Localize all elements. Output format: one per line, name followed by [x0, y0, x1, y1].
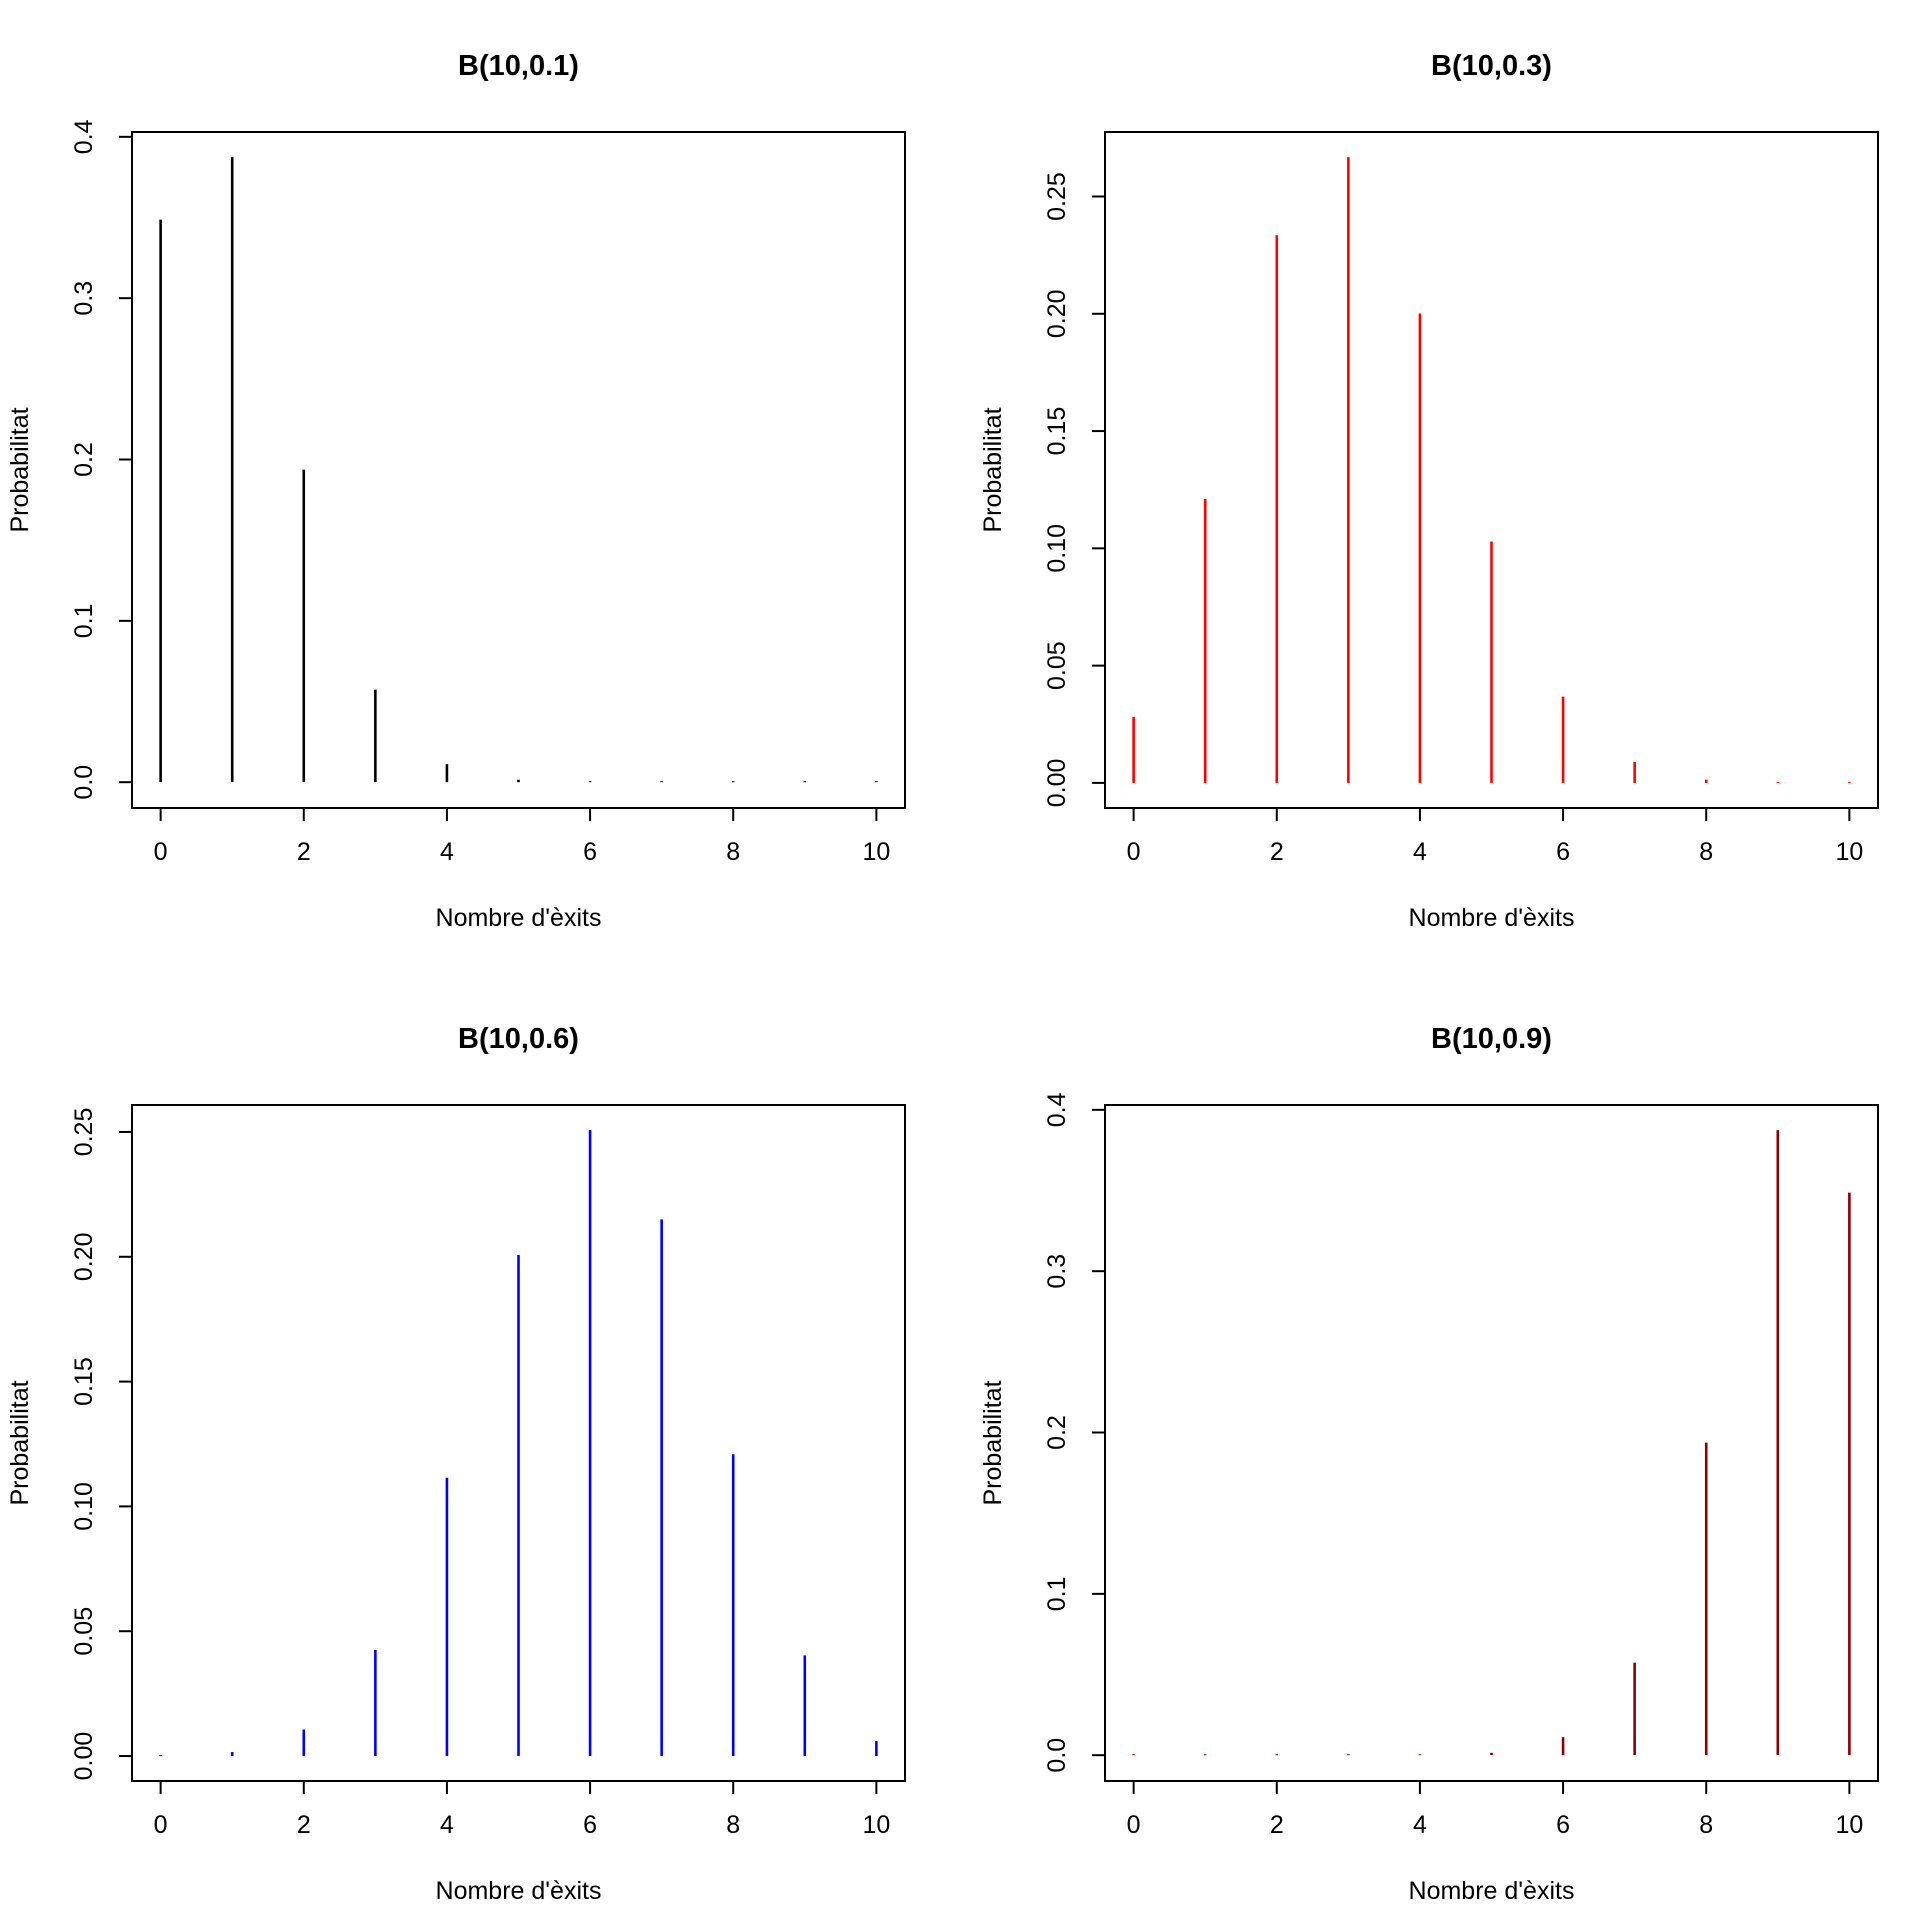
y-tick-label: 0.20	[1043, 289, 1071, 338]
chart-title: B(10,0.9)	[1431, 1023, 1552, 1055]
x-tick-label: 10	[1835, 1811, 1863, 1839]
chart-panel-3: B(10,0.6) 0 2 4 6 8 10 0.00 0.05 0.10 0.15 0.20 0.25…	[6, 1023, 906, 1905]
x-axis-label: Nombre d'èxits	[1409, 904, 1575, 932]
x-tick-label: 8	[1699, 1811, 1713, 1839]
x-tick-label: 10	[862, 1811, 890, 1839]
x-axis-label: Nombre d'èxits	[436, 904, 602, 932]
chart-panel-1: B(10,0.1) 0 2 4 6 8 10 0.0 0.1 0.2 0.3 0.4 Nombre d'…	[6, 50, 906, 932]
x-tick-label: 4	[1413, 838, 1427, 866]
x-tick-label: 2	[1270, 838, 1284, 866]
x-tick-label: 4	[440, 838, 454, 866]
y-tick-label: 0.4	[70, 119, 98, 154]
chart-title: B(10,0.1)	[458, 50, 579, 82]
x-tick-label: 4	[440, 1811, 454, 1839]
x-axis-label: Nombre d'èxits	[1409, 1877, 1575, 1905]
y-tick-label: 0.25	[70, 1108, 98, 1157]
x-tick-label: 4	[1413, 1811, 1427, 1839]
x-tick-label: 6	[1556, 838, 1570, 866]
y-tick-label: 0.2	[70, 442, 98, 477]
y-tick-label: 0.00	[1043, 759, 1071, 808]
y-tick-label: 0.4	[1043, 1092, 1071, 1127]
y-axis-label: Probabilitat	[979, 1380, 1007, 1505]
y-tick-label: 0.0	[1043, 1738, 1071, 1773]
y-tick-label: 0.10	[70, 1482, 98, 1531]
x-tick-label: 0	[154, 1811, 168, 1839]
x-tick-label: 10	[862, 838, 890, 866]
y-tick-label: 0.3	[70, 281, 98, 316]
x-tick-label: 2	[1270, 1811, 1284, 1839]
y-tick-label: 0.0	[70, 765, 98, 800]
y-tick-label: 0.25	[1043, 172, 1071, 221]
x-tick-label: 6	[583, 838, 597, 866]
x-tick-label: 0	[1127, 1811, 1141, 1839]
chart-panel-4: B(10,0.9) 0 2 4 6 8 10 0.0 0.1 0.2 0.3 0.4 Nombre d'…	[979, 1023, 1879, 1905]
y-tick-label: 0.15	[70, 1357, 98, 1406]
chart-title: B(10,0.3)	[1431, 50, 1552, 82]
y-tick-label: 0.15	[1043, 407, 1071, 456]
y-tick-label: 0.2	[1043, 1415, 1071, 1450]
x-tick-label: 10	[1835, 838, 1863, 866]
y-axis-label: Probabilitat	[6, 407, 34, 532]
chart-panel-2: B(10,0.3) 0 2 4 6 8 10 0.00 0.05 0.10 0.15 0.20 0.25…	[979, 50, 1879, 932]
x-tick-label: 6	[1556, 1811, 1570, 1839]
plot-frame	[131, 131, 906, 809]
y-tick-label: 0.05	[1043, 641, 1071, 690]
x-axis-label: Nombre d'èxits	[436, 1877, 602, 1905]
y-tick-label: 0.1	[1043, 1576, 1071, 1611]
y-tick-label: 0.05	[70, 1607, 98, 1656]
y-tick-label: 0.00	[70, 1732, 98, 1781]
y-tick-label: 0.3	[1043, 1254, 1071, 1289]
x-tick-label: 2	[297, 1811, 311, 1839]
y-tick-label: 0.1	[70, 603, 98, 638]
x-tick-label: 0	[154, 838, 168, 866]
x-tick-label: 0	[1127, 838, 1141, 866]
chart-title: B(10,0.6)	[458, 1023, 579, 1055]
y-axis-label: Probabilitat	[979, 407, 1007, 532]
y-axis-label: Probabilitat	[6, 1380, 34, 1505]
y-tick-label: 0.10	[1043, 524, 1071, 573]
x-tick-label: 8	[1699, 838, 1713, 866]
x-tick-label: 8	[726, 1811, 740, 1839]
x-tick-label: 6	[583, 1811, 597, 1839]
plot-frame	[1104, 1104, 1879, 1782]
y-tick-label: 0.20	[70, 1232, 98, 1281]
x-tick-label: 8	[726, 838, 740, 866]
x-tick-label: 2	[297, 838, 311, 866]
